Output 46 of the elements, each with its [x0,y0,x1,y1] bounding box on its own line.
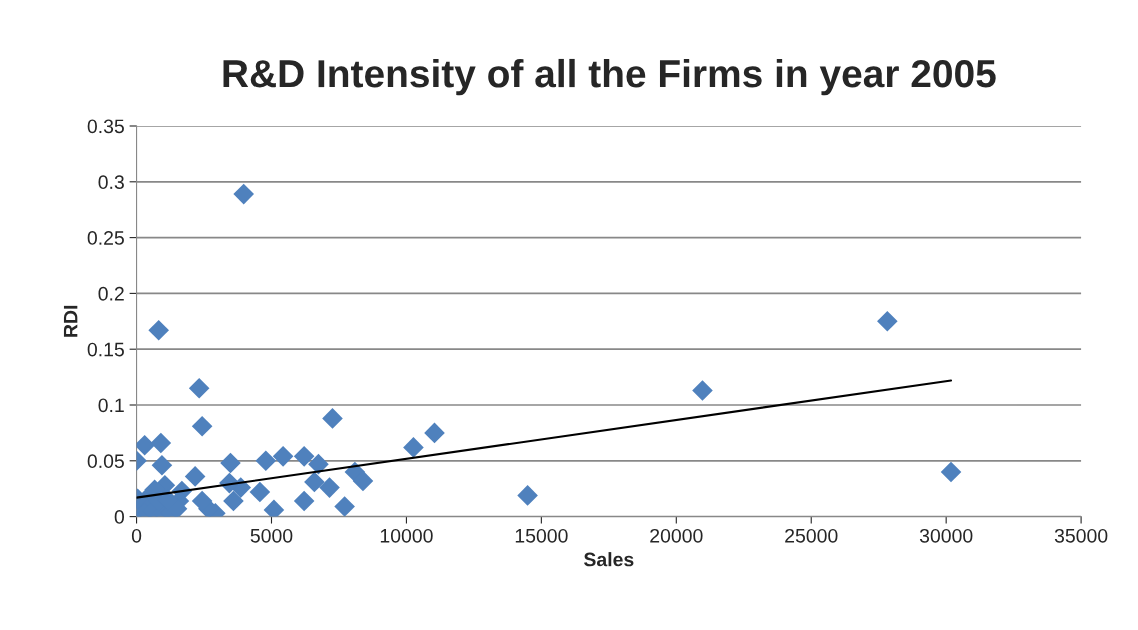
point [322,408,343,429]
x-tick-label: 25000 [785,528,838,543]
x-tick-label: 0 [131,528,142,543]
y-tick-label: 0.1 [98,398,124,413]
y-tick-label: 0.05 [87,454,124,469]
point [308,453,329,475]
point [148,319,169,341]
x-axis-title: Sales [583,552,634,567]
point [220,452,241,474]
point [151,454,173,476]
point [233,183,254,205]
point [424,422,445,444]
y-tick-label: 0.25 [87,231,124,245]
point [877,311,898,332]
point [136,434,155,456]
point [293,490,315,512]
y-tick-label: 0.3 [98,175,124,190]
point [191,415,213,437]
point [150,432,172,454]
point [223,490,244,512]
point [255,450,277,472]
x-tick-label: 30000 [919,528,973,543]
y-tick-label: 0.15 [87,342,124,357]
point [940,461,962,483]
point [249,481,271,503]
point [403,437,424,458]
x-tick-label: 35000 [1054,528,1108,543]
point [334,496,355,517]
x-tick-label: 15000 [515,528,568,543]
y-axis-title: RDI [63,305,78,337]
point [293,446,315,467]
point [352,470,374,492]
y-tick-label: 0.2 [98,286,124,301]
point [272,446,294,467]
point [517,485,538,506]
point [319,477,340,498]
y-tick-label: 0.35 [87,119,124,134]
point [692,380,713,401]
y-tick-label: 0 [114,510,124,524]
point [184,466,206,487]
x-tick-label: 10000 [380,528,433,543]
x-tick-label: 20000 [650,528,703,543]
point [304,471,325,493]
chart-title: R&D Intensity of all the Firms in year 2005 [223,58,996,96]
x-tick-label: 5000 [250,528,293,543]
point [188,377,210,399]
